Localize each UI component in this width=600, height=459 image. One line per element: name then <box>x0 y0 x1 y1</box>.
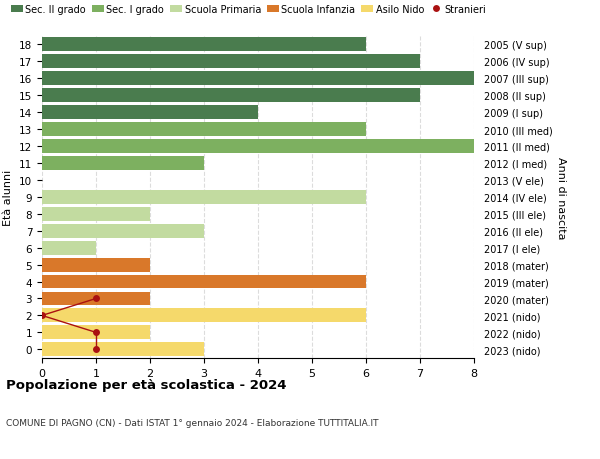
Y-axis label: Età alunni: Età alunni <box>4 169 13 225</box>
Bar <box>42 258 150 272</box>
Bar <box>42 55 420 69</box>
Bar <box>42 292 150 306</box>
Bar <box>42 224 204 238</box>
Bar <box>42 38 366 52</box>
Bar <box>42 241 96 255</box>
Bar <box>42 275 366 289</box>
Text: COMUNE DI PAGNO (CN) - Dati ISTAT 1° gennaio 2024 - Elaborazione TUTTITALIA.IT: COMUNE DI PAGNO (CN) - Dati ISTAT 1° gen… <box>6 418 379 427</box>
Bar <box>42 123 366 137</box>
Bar <box>42 157 204 170</box>
Bar <box>42 140 474 154</box>
Bar <box>42 72 474 86</box>
Bar <box>42 106 258 120</box>
Bar <box>42 326 150 340</box>
Bar <box>42 342 204 357</box>
Bar <box>42 309 366 323</box>
Bar <box>42 207 150 221</box>
Bar <box>42 89 420 103</box>
Legend: Sec. II grado, Sec. I grado, Scuola Primaria, Scuola Infanzia, Asilo Nido, Stran: Sec. II grado, Sec. I grado, Scuola Prim… <box>11 5 487 15</box>
Y-axis label: Anni di nascita: Anni di nascita <box>556 156 566 239</box>
Bar <box>42 190 366 204</box>
Text: Popolazione per età scolastica - 2024: Popolazione per età scolastica - 2024 <box>6 379 287 392</box>
